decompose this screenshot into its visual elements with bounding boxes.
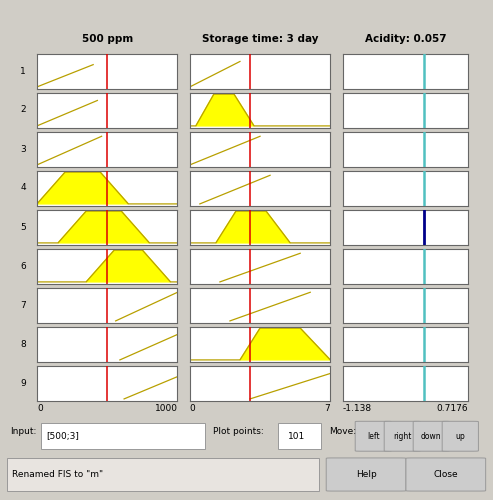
Text: Acidity: 0.057: Acidity: 0.057 [365, 34, 446, 44]
Text: 3: 3 [20, 144, 26, 154]
Polygon shape [86, 250, 171, 282]
Text: 5: 5 [20, 222, 26, 232]
Text: right: right [393, 432, 412, 441]
Text: Input:: Input: [10, 427, 36, 436]
Text: Storage time: 3 day: Storage time: 3 day [202, 34, 318, 44]
FancyBboxPatch shape [442, 422, 478, 451]
FancyBboxPatch shape [41, 423, 206, 449]
FancyBboxPatch shape [326, 458, 406, 491]
Text: 2: 2 [21, 106, 26, 114]
FancyBboxPatch shape [278, 423, 321, 449]
Text: down: down [421, 432, 442, 441]
Text: 101: 101 [287, 432, 305, 441]
Text: up: up [456, 432, 465, 441]
FancyBboxPatch shape [413, 422, 450, 451]
Text: Close: Close [433, 470, 458, 479]
Text: Plot points:: Plot points: [212, 427, 263, 436]
Text: 6: 6 [20, 262, 26, 270]
Text: 0: 0 [190, 404, 196, 413]
FancyBboxPatch shape [7, 458, 319, 490]
Text: left: left [367, 432, 380, 441]
Polygon shape [37, 172, 128, 204]
Text: 8: 8 [20, 340, 26, 348]
Text: 500 ppm: 500 ppm [82, 34, 133, 44]
Text: -1.138: -1.138 [343, 404, 372, 413]
Text: 4: 4 [21, 184, 26, 192]
FancyBboxPatch shape [384, 422, 421, 451]
Polygon shape [58, 211, 149, 243]
Text: Renamed FIS to "m": Renamed FIS to "m" [12, 470, 104, 479]
Polygon shape [216, 211, 290, 243]
Text: 0.7176: 0.7176 [437, 404, 468, 413]
Text: 7: 7 [324, 404, 330, 413]
Text: 9: 9 [20, 378, 26, 388]
Text: 0: 0 [37, 404, 43, 413]
Text: Help: Help [356, 470, 377, 479]
FancyBboxPatch shape [406, 458, 486, 491]
Text: Move:: Move: [329, 427, 356, 436]
Text: 1000: 1000 [154, 404, 177, 413]
Text: 1: 1 [20, 66, 26, 76]
Text: [500;3]: [500;3] [46, 432, 79, 441]
FancyBboxPatch shape [355, 422, 391, 451]
Text: 7: 7 [20, 300, 26, 310]
Polygon shape [240, 328, 330, 360]
Polygon shape [196, 94, 254, 126]
